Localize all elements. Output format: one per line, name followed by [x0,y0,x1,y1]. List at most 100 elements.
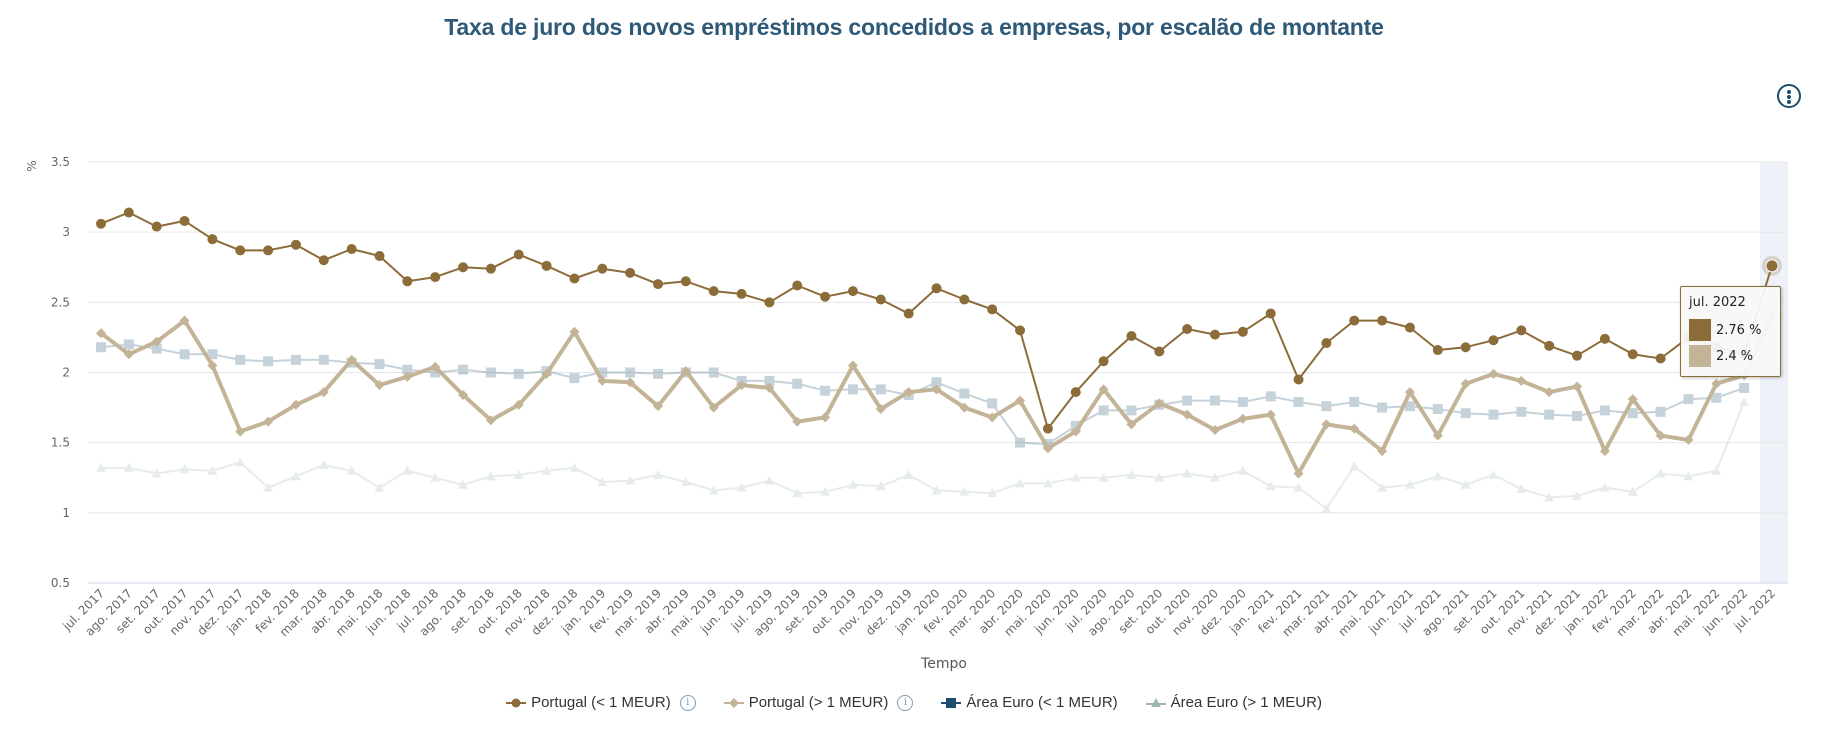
data-point[interactable] [847,360,858,371]
data-point[interactable] [1404,479,1415,489]
data-point[interactable] [1488,409,1499,420]
data-point[interactable] [151,468,162,478]
data-point[interactable] [1126,405,1137,416]
data-point[interactable] [402,465,413,475]
data-point[interactable] [1237,465,1248,475]
data-point[interactable] [653,401,663,412]
data-point[interactable] [1432,430,1443,441]
data-point[interactable] [708,286,719,297]
data-point[interactable] [1042,443,1053,454]
data-point[interactable] [1070,472,1081,482]
data-point[interactable] [959,402,970,413]
data-point[interactable] [1544,492,1555,502]
data-point[interactable] [736,482,747,492]
data-point[interactable] [931,377,942,388]
data-point[interactable] [1627,349,1638,360]
data-point[interactable] [123,339,134,350]
data-point[interactable] [653,469,663,479]
data-point[interactable] [1265,409,1276,420]
data-point[interactable] [1293,482,1304,492]
data-point[interactable] [151,221,162,232]
data-point[interactable] [875,403,886,414]
data-point[interactable] [1432,403,1443,414]
data-point[interactable] [1488,335,1499,346]
data-point[interactable] [736,380,747,391]
data-point[interactable] [1237,326,1248,337]
data-point[interactable] [458,389,469,400]
data-point[interactable] [987,398,998,409]
data-point[interactable] [485,367,496,378]
data-point[interactable] [1377,482,1388,492]
data-point[interactable] [959,294,970,305]
data-point[interactable] [1098,405,1109,416]
data-point[interactable] [1070,387,1081,398]
data-point[interactable] [820,412,831,423]
data-point[interactable] [987,412,998,423]
data-point[interactable] [847,286,858,297]
data-point[interactable] [151,343,162,354]
data-point[interactable] [1627,486,1638,496]
data-point[interactable] [485,263,496,274]
data-point[interactable] [1154,346,1165,357]
data-point[interactable] [1599,333,1610,344]
data-point[interactable] [903,469,914,479]
data-point[interactable] [96,328,106,339]
data-point[interactable] [875,294,886,305]
data-point[interactable] [1516,325,1527,336]
data-point[interactable] [1516,375,1527,386]
legend-item-euro-small[interactable]: Área Euro (< 1 MEUR) [941,694,1118,711]
more-options-button[interactable] [1777,84,1801,108]
data-point[interactable] [318,387,329,398]
data-point[interactable] [1711,465,1722,475]
data-point[interactable] [1293,396,1304,407]
data-point[interactable] [792,280,803,291]
data-point[interactable] [179,215,190,226]
data-point[interactable] [1321,401,1332,412]
data-point[interactable] [597,263,608,274]
data-point[interactable] [1349,315,1360,326]
data-point[interactable] [597,476,608,486]
data-point[interactable] [820,385,831,396]
data-point[interactable] [1432,345,1443,356]
data-point[interactable] [1572,490,1583,500]
data-point[interactable] [708,367,719,378]
data-point[interactable] [207,360,218,371]
data-point[interactable] [1655,406,1666,417]
data-point[interactable] [1293,468,1304,479]
data-point[interactable] [1182,323,1193,334]
data-point[interactable] [1460,378,1471,389]
data-point[interactable] [569,373,580,384]
data-point[interactable] [1042,423,1053,434]
data-point[interactable] [458,479,469,489]
data-point[interactable] [1182,468,1193,478]
data-point[interactable] [820,291,831,302]
data-point[interactable] [1711,378,1722,389]
data-point[interactable] [569,273,580,284]
data-point[interactable] [485,471,496,481]
data-point[interactable] [179,464,190,474]
data-point[interactable] [931,485,942,495]
data-point[interactable] [1460,342,1471,353]
data-point[interactable] [402,276,413,287]
data-point[interactable] [1126,469,1137,479]
data-point[interactable] [290,354,301,365]
data-point[interactable] [1572,350,1583,361]
data-point[interactable] [1126,331,1137,342]
data-point[interactable] [625,367,636,378]
data-point[interactable] [792,378,803,389]
data-point[interactable] [290,399,301,410]
data-point[interactable] [1488,368,1499,379]
data-point[interactable] [625,267,636,278]
data-point[interactable] [123,349,134,360]
data-point[interactable] [597,375,608,386]
data-point[interactable] [764,382,775,393]
data-point[interactable] [96,218,106,229]
data-point[interactable] [987,488,998,498]
data-point[interactable] [1070,420,1081,431]
data-point[interactable] [1544,340,1555,351]
data-point[interactable] [374,380,385,391]
data-point[interactable] [1404,387,1415,398]
data-point[interactable] [903,387,914,398]
data-point[interactable] [1739,382,1750,393]
data-point[interactable] [207,234,218,245]
